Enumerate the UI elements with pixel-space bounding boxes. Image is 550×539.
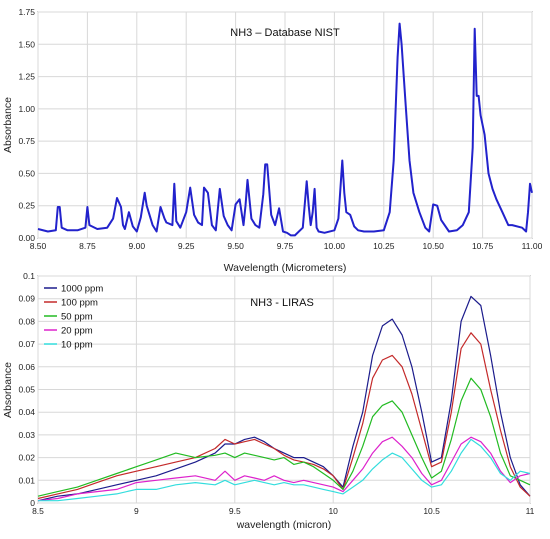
chart-liras: 8.5 9 9.5 10 10.5 11 0 0.01 0.02 0.03 0.04 0.05 0.06…: [2, 271, 535, 531]
nist-x-tick-label: 10.75: [472, 241, 494, 251]
liras-series: [37, 295, 531, 502]
nist-y-tick-label: 1.00: [18, 104, 35, 114]
liras-series-line-4: [38, 438, 531, 502]
liras-x-tick-label: 11: [526, 506, 535, 516]
liras-y-tick-label: 0.02: [18, 453, 35, 463]
legend-entry: 10 ppm: [61, 340, 93, 351]
liras-series-line-1: [37, 332, 531, 500]
legend-entry: 50 ppm: [61, 312, 93, 323]
liras-chart-title: NH3 - LIRAS: [250, 297, 314, 309]
legend-entry: 100 ppm: [61, 298, 98, 309]
nist-y-tick-label: 1.25: [18, 72, 35, 82]
legend-entry: 1000 ppm: [61, 284, 103, 295]
liras-x-tick-label: 9: [134, 506, 139, 516]
nist-x-tick-label: 9.00: [129, 241, 146, 251]
nist-x-tick-label: 8.50: [30, 241, 47, 251]
liras-y-tick-label: 0: [30, 498, 35, 508]
liras-y-tick-label: 0.03: [18, 430, 35, 440]
nist-x-tick-label: 9.75: [277, 241, 294, 251]
nist-x-tick-label: 9.25: [178, 241, 195, 251]
legend-entry: 20 ppm: [61, 326, 93, 337]
liras-y-axis-label: Absorbance: [2, 362, 14, 418]
nist-x-tick-label: 11.00: [522, 241, 543, 251]
nist-series-line-0: [37, 22, 533, 237]
nist-tick-labels: 8.50 8.75 9.00 9.25 9.50 9.75 10.00 10.25 10.50 1…: [18, 7, 542, 251]
liras-legend: 1000 ppm 100 ppm 50 ppm 20 ppm 10 ppm: [44, 284, 103, 351]
liras-series-line-3: [37, 436, 531, 502]
nist-y-axis-label: Absorbance: [2, 97, 14, 153]
liras-tick-labels: 8.5 9 9.5 10 10.5 11 0 0.01 0.02 0.03 0.04 0.05 0.06…: [18, 271, 534, 516]
liras-y-tick-label: 0.04: [18, 407, 35, 417]
liras-x-tick-label: 8.5: [32, 506, 44, 516]
nist-x-tick-label: 9.50: [227, 241, 244, 251]
liras-y-tick-label: 0.06: [18, 362, 35, 372]
liras-y-tick-label: 0.01: [18, 475, 35, 485]
liras-x-tick-label: 10: [328, 506, 338, 516]
liras-series-line-2: [37, 377, 531, 497]
liras-series-line-0: [37, 295, 531, 502]
nist-x-tick-label: 10.00: [324, 241, 346, 251]
liras-y-tick-label: 0.09: [18, 294, 35, 304]
nist-chart-title: NH3 – Database NIST: [230, 27, 340, 39]
nist-y-tick-label: 1.50: [18, 39, 35, 49]
liras-y-tick-label: 0.07: [18, 339, 35, 349]
nist-y-tick-label: 0.50: [18, 168, 35, 178]
nist-y-tick-label: 0.75: [18, 136, 35, 146]
liras-y-tick-label: 0.08: [18, 316, 35, 326]
liras-x-tick-label: 9.5: [229, 506, 241, 516]
liras-y-tick-label: 0.1: [23, 271, 35, 281]
nist-y-tick-label: 1.75: [18, 7, 35, 17]
nist-x-axis-label: Wavelength (Micrometers): [224, 262, 347, 274]
nist-x-tick-label: 10.25: [373, 241, 395, 251]
liras-gridlines: [37, 275, 531, 504]
nist-x-tick-label: 10.50: [423, 241, 445, 251]
liras-x-axis-label: wavelength (micron): [236, 519, 332, 531]
liras-x-tick-label: 10.5: [423, 506, 440, 516]
nist-series: [37, 22, 533, 237]
chart-nist: 8.50 8.75 9.00 9.25 9.50 9.75 10.00 10.25 10.50 1…: [2, 7, 543, 274]
nist-x-tick-label: 8.75: [79, 241, 96, 251]
nist-y-tick-label: 0.25: [18, 201, 35, 211]
liras-y-tick-label: 0.05: [18, 385, 35, 395]
nist-y-tick-label: 0.00: [18, 233, 35, 243]
